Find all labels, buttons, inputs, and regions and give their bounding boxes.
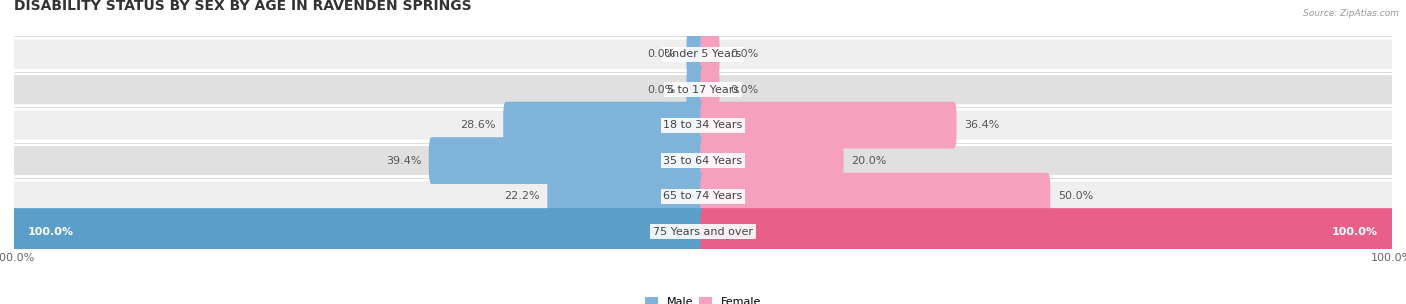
FancyBboxPatch shape	[14, 181, 1392, 211]
Text: 39.4%: 39.4%	[385, 156, 422, 166]
FancyBboxPatch shape	[686, 31, 706, 78]
FancyBboxPatch shape	[700, 173, 1050, 219]
Text: Source: ZipAtlas.com: Source: ZipAtlas.com	[1303, 9, 1399, 18]
FancyBboxPatch shape	[547, 173, 706, 219]
FancyBboxPatch shape	[686, 66, 706, 113]
FancyBboxPatch shape	[14, 111, 1392, 140]
Text: 0.0%: 0.0%	[731, 49, 759, 59]
FancyBboxPatch shape	[11, 208, 706, 255]
Text: 65 to 74 Years: 65 to 74 Years	[664, 191, 742, 201]
FancyBboxPatch shape	[14, 146, 1392, 175]
Text: 0.0%: 0.0%	[731, 85, 759, 95]
FancyBboxPatch shape	[14, 217, 1392, 246]
Text: 22.2%: 22.2%	[505, 191, 540, 201]
Text: 100.0%: 100.0%	[28, 226, 75, 237]
FancyBboxPatch shape	[700, 66, 720, 113]
Text: 18 to 34 Years: 18 to 34 Years	[664, 120, 742, 130]
Text: 0.0%: 0.0%	[647, 85, 675, 95]
Text: Under 5 Years: Under 5 Years	[665, 49, 741, 59]
FancyBboxPatch shape	[700, 137, 844, 184]
FancyBboxPatch shape	[700, 31, 720, 78]
Text: 50.0%: 50.0%	[1057, 191, 1092, 201]
Text: 20.0%: 20.0%	[851, 156, 887, 166]
Text: DISABILITY STATUS BY SEX BY AGE IN RAVENDEN SPRINGS: DISABILITY STATUS BY SEX BY AGE IN RAVEN…	[14, 0, 471, 13]
FancyBboxPatch shape	[700, 208, 1395, 255]
FancyBboxPatch shape	[14, 75, 1392, 104]
Legend: Male, Female: Male, Female	[640, 292, 766, 304]
Text: 5 to 17 Years: 5 to 17 Years	[666, 85, 740, 95]
FancyBboxPatch shape	[503, 102, 706, 149]
Text: 100.0%: 100.0%	[1331, 226, 1378, 237]
FancyBboxPatch shape	[14, 40, 1392, 69]
Text: 28.6%: 28.6%	[460, 120, 496, 130]
Text: 36.4%: 36.4%	[965, 120, 1000, 130]
Text: 0.0%: 0.0%	[647, 49, 675, 59]
Text: 75 Years and over: 75 Years and over	[652, 226, 754, 237]
FancyBboxPatch shape	[429, 137, 706, 184]
Text: 35 to 64 Years: 35 to 64 Years	[664, 156, 742, 166]
FancyBboxPatch shape	[700, 102, 956, 149]
